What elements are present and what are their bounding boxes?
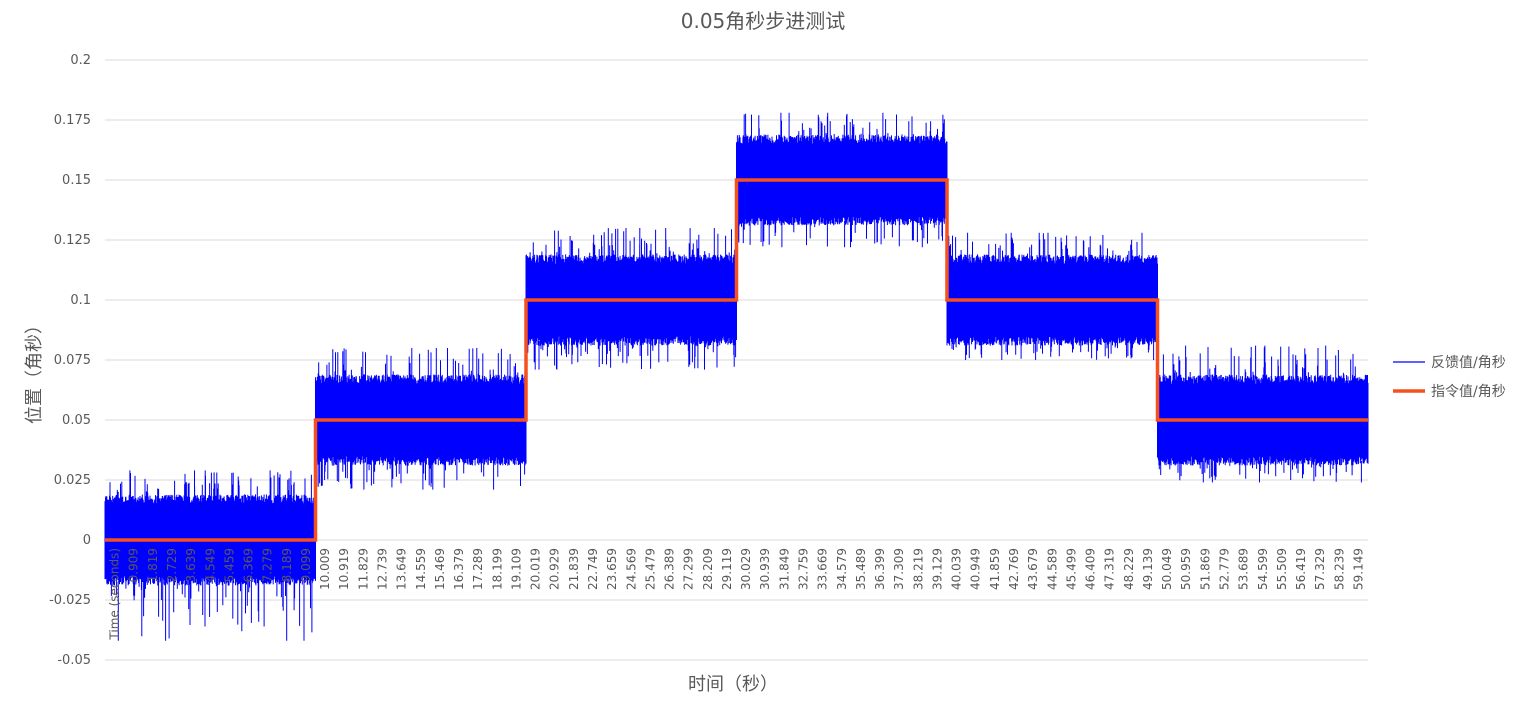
y-tick-label: 0.075	[54, 353, 91, 368]
x-tick-label: 3.639	[184, 548, 198, 582]
x-tick-label: 24.569	[624, 548, 638, 590]
x-tick-label: 54.599	[1256, 548, 1270, 590]
x-tick-label: 43.679	[1026, 548, 1040, 590]
x-tick-label: 59.149	[1351, 548, 1365, 590]
x-tick-label: 10.919	[337, 548, 351, 590]
x-tick-label: 4.549	[203, 548, 217, 582]
x-tick-label: 8.189	[280, 548, 294, 582]
x-tick-labels: Time (seconds) 0.909 1.819 2.729 3.639 4.549 5…	[108, 548, 1366, 641]
x-tick-label: 28.209	[701, 548, 715, 590]
x-tick-label: 7.279	[261, 548, 275, 582]
x-tick-label: 58.239	[1332, 548, 1346, 590]
x-tick-label: 14.559	[414, 548, 428, 590]
x-tick-label: 20.929	[548, 548, 562, 590]
y-tick-labels: 0.2 0.175 0.15 0.125 0.1 0.075 0.05 0.025 0 -0.02…	[49, 53, 91, 668]
x-tick-label: 17.289	[471, 548, 485, 590]
x-tick-label: 36.399	[873, 548, 887, 590]
chart-title: 0.05角秒步进测试	[681, 9, 846, 33]
x-tick-label: 42.769	[1007, 548, 1021, 590]
y-tick-label: 0.025	[54, 473, 91, 488]
x-tick-label: 2.729	[165, 548, 179, 582]
x-tick-label: 11.829	[356, 548, 370, 590]
y-tick-label: 0.125	[54, 233, 91, 248]
y-tick-label: 0.1	[70, 293, 91, 308]
x-tick-label: 10.009	[318, 548, 332, 590]
command-line	[105, 178, 1368, 542]
y-axis-title: 位置（角秒）	[24, 316, 45, 424]
x-tick-label: 27.299	[682, 548, 696, 590]
x-tick-label: 25.479	[643, 548, 657, 590]
legend-label-feedback: 反馈值/角秒	[1431, 355, 1506, 371]
x-tick-label: 50.049	[1160, 548, 1174, 590]
x-tick-label: 47.319	[1103, 548, 1117, 590]
y-tick-label: 0	[83, 533, 91, 548]
x-tick-label: 32.759	[796, 548, 810, 590]
x-tick-label: 41.859	[988, 548, 1002, 590]
x-tick-label: 16.379	[452, 548, 466, 590]
x-tick-label: 30.939	[758, 548, 772, 590]
x-tick-label: 30.029	[739, 548, 753, 590]
x-tick-label: 39.129	[930, 548, 944, 590]
x-tick-label: 49.139	[1141, 548, 1155, 590]
x-tick-label: 15.469	[433, 548, 447, 590]
x-tick-label: 0.909	[127, 548, 141, 582]
x-tick-label: 18.199	[490, 548, 504, 590]
x-tick-label: Time (seconds)	[108, 548, 122, 641]
x-tick-label: 26.389	[663, 548, 677, 590]
y-tick-label: 0.15	[62, 173, 91, 188]
x-tick-label: 45.499	[1064, 548, 1078, 590]
x-tick-label: 31.849	[777, 548, 791, 590]
x-tick-label: 9.099	[299, 548, 313, 582]
legend-label-command: 指令值/角秒	[1431, 384, 1506, 400]
x-tick-label: 12.739	[375, 548, 389, 590]
x-tick-label: 40.039	[950, 548, 964, 590]
y-tick-label: 0.05	[62, 413, 91, 428]
x-tick-label: 23.659	[605, 548, 619, 590]
x-tick-label: 34.579	[835, 548, 849, 590]
x-tick-label: 20.019	[529, 548, 543, 590]
x-tick-label: 48.229	[1122, 548, 1136, 590]
x-tick-label: 57.329	[1313, 548, 1327, 590]
x-tick-label: 51.869	[1198, 548, 1212, 590]
x-tick-label: 38.219	[911, 548, 925, 590]
x-tick-label: 44.589	[1045, 548, 1059, 590]
x-tick-label: 21.839	[567, 548, 581, 590]
x-tick-label: 22.749	[586, 548, 600, 590]
x-tick-label: 19.109	[509, 548, 523, 590]
x-tick-label: 35.489	[854, 548, 868, 590]
y-tick-label: 0.175	[54, 113, 91, 128]
x-tick-label: 5.459	[222, 548, 236, 582]
x-tick-label: 6.369	[242, 548, 256, 582]
x-tick-label: 55.509	[1275, 548, 1289, 590]
x-axis-title: 时间（秒）	[688, 674, 778, 695]
y-tick-label: 0.2	[70, 53, 91, 68]
x-tick-label: 37.309	[892, 548, 906, 590]
command-series	[105, 178, 1368, 542]
x-tick-label: 50.959	[1179, 548, 1193, 590]
x-tick-label: 52.779	[1217, 548, 1231, 590]
y-tick-label: -0.025	[49, 593, 91, 608]
legend: 反馈值/角秒 指令值/角秒	[1393, 355, 1506, 400]
y-tick-label: -0.05	[57, 653, 91, 668]
x-tick-label: 1.819	[146, 548, 160, 582]
x-tick-label: 13.649	[395, 548, 409, 590]
x-tick-label: 40.949	[969, 548, 983, 590]
x-tick-label: 29.119	[720, 548, 734, 590]
x-tick-label: 33.669	[816, 548, 830, 590]
x-tick-label: 56.419	[1294, 548, 1308, 590]
x-tick-label: 46.409	[1084, 548, 1098, 590]
x-tick-label: 53.689	[1237, 548, 1251, 590]
